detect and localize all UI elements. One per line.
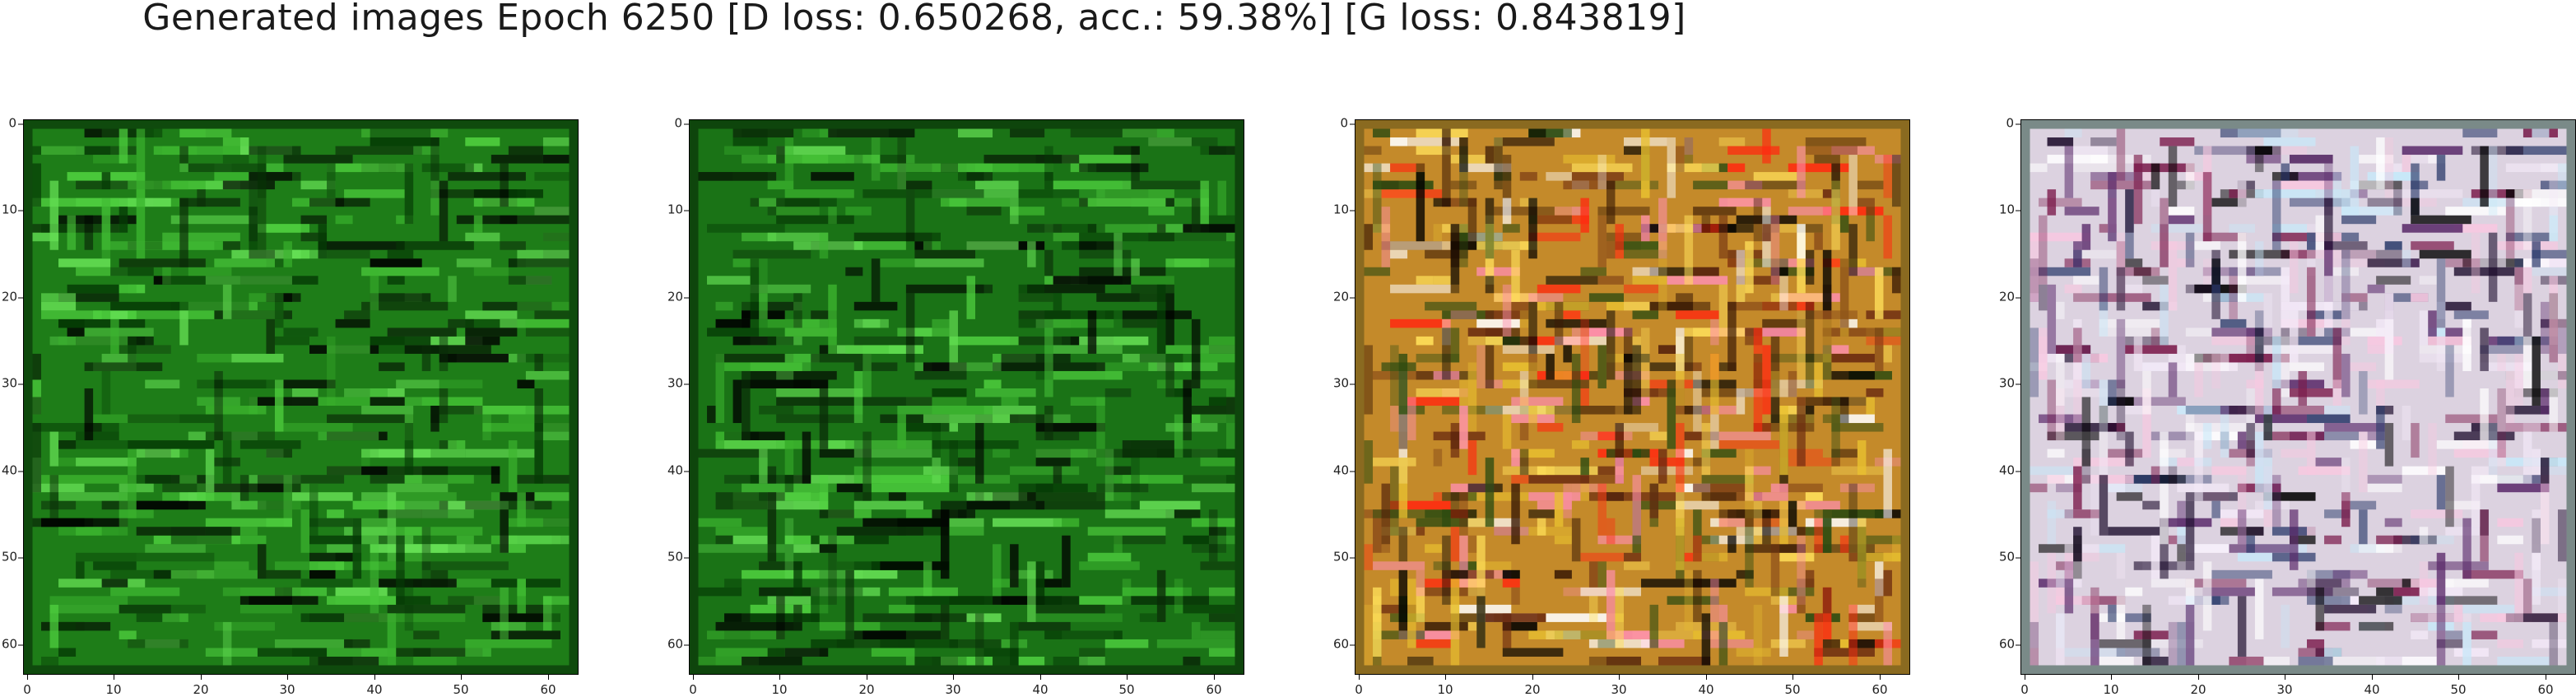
y-tick-label: 60 [1999, 636, 2020, 652]
y-tick-label: 30 [1333, 375, 1355, 391]
x-tick-label: 50 [1776, 675, 1809, 696]
y-tick-label: 30 [2, 375, 23, 391]
generated-image-2 [690, 120, 1244, 674]
y-tick-label: 50 [1333, 549, 1355, 565]
y-tick-label: 40 [2, 462, 23, 478]
x-tick-label: 40 [2355, 675, 2388, 696]
generated-image-4 [2021, 120, 2575, 674]
x-tick-label: 40 [358, 675, 391, 696]
x-tick-label: 50 [2442, 675, 2475, 696]
x-tick-label: 0 [1342, 675, 1375, 696]
x-tick-label: 40 [1690, 675, 1723, 696]
x-tick-label: 10 [763, 675, 796, 696]
y-tick-label: 10 [1333, 202, 1355, 217]
y-tick-label: 20 [1999, 289, 2020, 304]
x-tick-label: 0 [677, 675, 709, 696]
y-tick-label: 30 [667, 375, 689, 391]
y-tick-label: 60 [667, 636, 689, 652]
y-tick-label: 0 [1999, 117, 2020, 130]
figure-title: Generated images Epoch 6250 [D loss: 0.6… [142, 0, 1686, 39]
x-tick-label: 60 [1863, 675, 1896, 696]
x-tick-label: 60 [532, 675, 565, 696]
x-tick-label: 30 [937, 675, 969, 696]
y-tick-label: 0 [1333, 117, 1355, 130]
x-tick-label: 30 [1602, 675, 1635, 696]
generated-image-panel-1: 0 10 20 30 40 50 60 0 10 20 30 40 50 60 [2, 117, 579, 696]
x-tick-label: 30 [2268, 675, 2301, 696]
image-frame [2020, 119, 2576, 675]
y-tick-label: 50 [1999, 549, 2020, 565]
y-tick-label: 50 [2, 549, 23, 565]
y-tick-label: 60 [1333, 636, 1355, 652]
x-tick-label: 10 [1429, 675, 1462, 696]
image-frame [23, 119, 579, 675]
y-tick-label: 50 [667, 549, 689, 565]
x-tick-label: 60 [2529, 675, 2562, 696]
y-tick-label: 20 [667, 289, 689, 304]
y-tick-label: 0 [667, 117, 689, 130]
generated-image-1 [24, 120, 578, 674]
y-tick-label: 20 [2, 289, 23, 304]
y-tick-label: 40 [667, 462, 689, 478]
y-tick-label: 30 [1999, 375, 2020, 391]
y-tick-label: 60 [2, 636, 23, 652]
y-tick-label: 0 [2, 117, 23, 130]
x-tick-label: 20 [184, 675, 217, 696]
y-tick-label: 10 [667, 202, 689, 217]
x-tick-label: 40 [1024, 675, 1057, 696]
x-tick-label: 20 [1516, 675, 1549, 696]
y-tick-label: 10 [2, 202, 23, 217]
y-tick-label: 10 [1999, 202, 2020, 217]
x-tick-label: 10 [2095, 675, 2127, 696]
x-tick-label: 30 [271, 675, 304, 696]
x-tick-label: 50 [444, 675, 477, 696]
y-tick-label: 40 [1333, 462, 1355, 478]
x-tick-label: 60 [1197, 675, 1230, 696]
generated-image-panel-2: 0 10 20 30 40 50 60 0 10 20 30 40 50 60 [667, 117, 1244, 696]
generated-image-panel-3: 0 10 20 30 40 50 60 0 10 20 30 40 50 60 [1333, 117, 1910, 696]
generated-image-panel-4: 0 10 20 30 40 50 60 0 10 20 30 40 50 60 [1999, 117, 2576, 696]
x-tick-label: 20 [2182, 675, 2215, 696]
image-frame [689, 119, 1244, 675]
generated-image-3 [1355, 120, 1909, 674]
x-tick-label: 50 [1110, 675, 1143, 696]
x-tick-label: 0 [11, 675, 44, 696]
y-tick-label: 40 [1999, 462, 2020, 478]
x-tick-label: 0 [2008, 675, 2041, 696]
y-tick-label: 20 [1333, 289, 1355, 304]
image-frame [1355, 119, 1910, 675]
x-tick-label: 20 [850, 675, 883, 696]
x-tick-label: 10 [97, 675, 130, 696]
